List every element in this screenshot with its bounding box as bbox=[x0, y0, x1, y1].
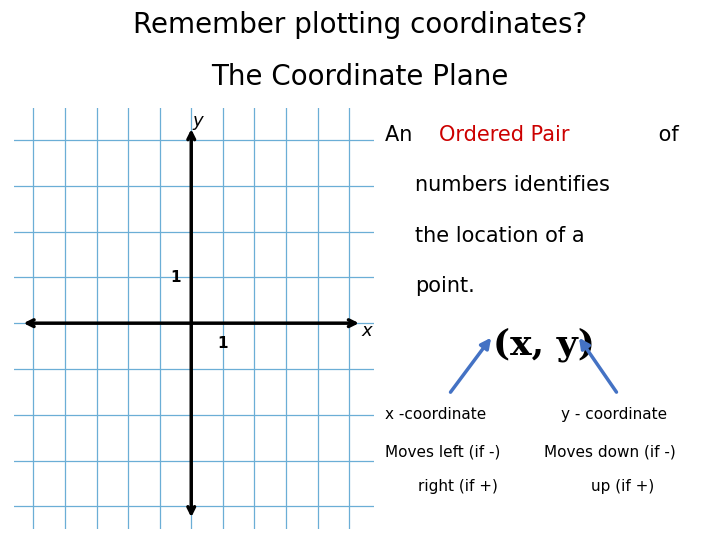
Text: y: y bbox=[193, 112, 204, 130]
Text: right (if +): right (if +) bbox=[418, 478, 498, 494]
Text: (x, y): (x, y) bbox=[492, 327, 595, 362]
Text: x -coordinate: x -coordinate bbox=[384, 407, 486, 422]
Text: y - coordinate: y - coordinate bbox=[560, 407, 667, 422]
Text: up (if +): up (if +) bbox=[591, 478, 654, 494]
Text: numbers identifies: numbers identifies bbox=[415, 176, 610, 195]
Text: x: x bbox=[361, 322, 372, 340]
Text: the location of a: the location of a bbox=[415, 226, 585, 246]
Text: 1: 1 bbox=[171, 270, 181, 285]
Text: An: An bbox=[384, 125, 418, 145]
Text: Remember plotting coordinates?: Remember plotting coordinates? bbox=[133, 11, 587, 39]
Text: Moves left (if -): Moves left (if -) bbox=[384, 445, 500, 460]
Text: The Coordinate Plane: The Coordinate Plane bbox=[211, 63, 509, 91]
Text: Ordered Pair: Ordered Pair bbox=[438, 125, 570, 145]
Text: Moves down (if -): Moves down (if -) bbox=[544, 445, 675, 460]
Text: 1: 1 bbox=[217, 336, 228, 351]
Text: point.: point. bbox=[415, 276, 474, 296]
Text: of: of bbox=[652, 125, 679, 145]
